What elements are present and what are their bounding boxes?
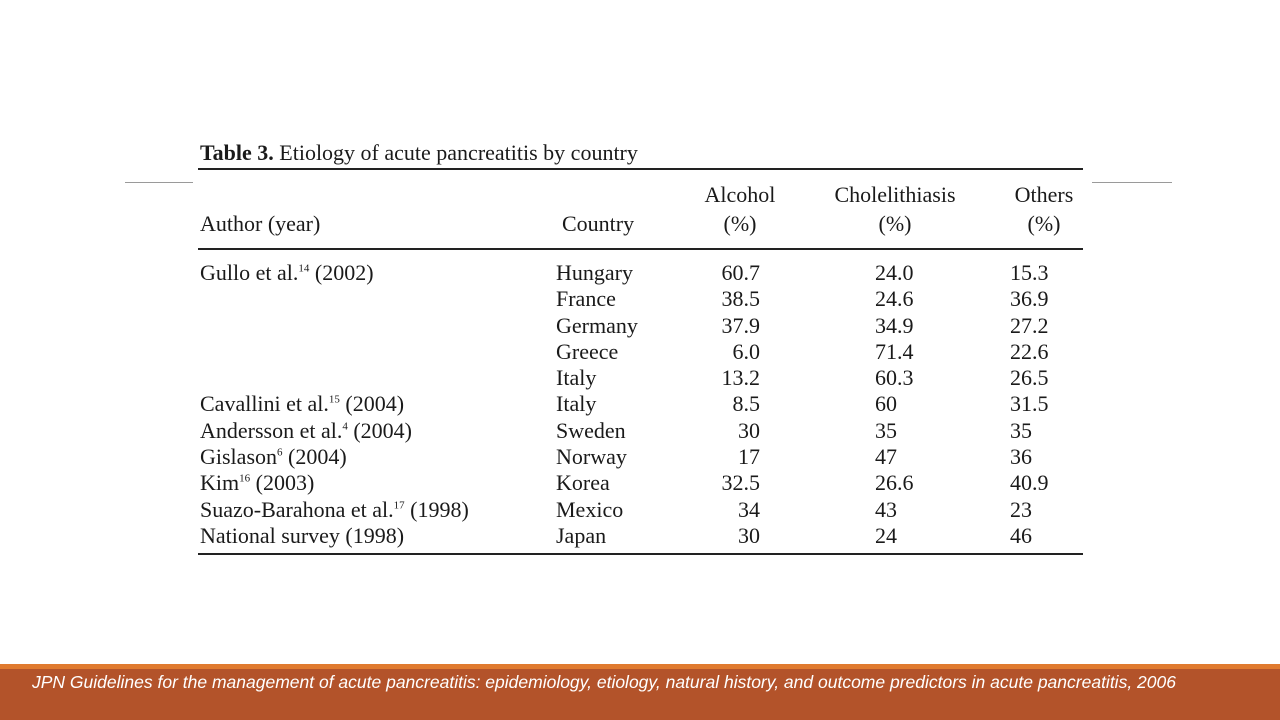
table-row: National survey (1998) Japan 30 24 46 <box>198 523 1083 549</box>
cell-alcohol: 60.7 <box>721 260 761 285</box>
table-row: Cavallini et al.15 (2004) Italy 8.5 60 3… <box>198 391 1083 417</box>
cell-country: Korea <box>556 470 610 496</box>
table-rule-top <box>198 168 1083 170</box>
header-others-line2: (%) <box>1027 211 1061 236</box>
cell-cholelithiasis: 35 <box>875 417 897 443</box>
table-row: Gullo et al.14 (2002) Hungary 60.7 24.0 … <box>198 260 1083 286</box>
cell-others: 35 <box>1010 417 1032 443</box>
table-body: Gullo et al.14 (2002) Hungary 60.7 24.0 … <box>198 250 1083 549</box>
cell-others: 31.5 <box>1010 391 1049 417</box>
cell-country: Sweden <box>556 417 626 443</box>
cell-cholelithiasis: 60 <box>875 391 897 417</box>
cell-author: Cavallini et al.15 (2004) <box>200 391 405 417</box>
cell-cholelithiasis: 24.0 <box>875 260 914 285</box>
footer-bar <box>0 664 1280 720</box>
cell-alcohol: 13.2 <box>721 365 761 391</box>
cell-country: Hungary <box>556 260 633 285</box>
cell-country: Greece <box>556 338 619 364</box>
cell-cholelithiasis: 34.9 <box>875 312 914 338</box>
table-row: Germany 37.9 34.9 27.2 <box>198 313 1083 339</box>
etiology-table: Table 3. Etiology of acute pancreatitis … <box>198 138 1083 556</box>
cell-cholelithiasis: 24 <box>875 522 897 548</box>
table-row: Italy 13.2 60.3 26.5 <box>198 365 1083 391</box>
cell-alcohol: 17 <box>738 444 760 470</box>
table-row: Kim16 (2003) Korea 32.5 26.6 40.9 <box>198 470 1083 496</box>
table-row: Suazo-Barahona et al.17 (1998) Mexico 34… <box>198 497 1083 523</box>
cell-alcohol: 30 <box>738 417 760 443</box>
cell-others: 15.3 <box>1010 260 1049 285</box>
cell-author: Gullo et al.14 (2002) <box>200 260 374 285</box>
table-row: France 38.5 24.6 36.9 <box>198 286 1083 312</box>
cell-author: National survey (1998) <box>200 522 405 548</box>
cell-country: Japan <box>556 522 607 548</box>
cell-author: Suazo-Barahona et al.17 (1998) <box>200 496 469 522</box>
table-row: Andersson et al.4 (2004) Sweden 30 35 35 <box>198 418 1083 444</box>
table-row: Gislason6 (2004) Norway 17 47 36 <box>198 444 1083 470</box>
cell-alcohol: 8.5 <box>732 391 761 417</box>
cell-cholelithiasis: 71.4 <box>875 338 914 364</box>
cell-cholelithiasis: 24.6 <box>875 286 914 312</box>
table-rule-bottom <box>198 553 1083 556</box>
cell-alcohol: 37.9 <box>721 312 761 338</box>
cell-others: 22.6 <box>1010 338 1049 364</box>
cell-country: Mexico <box>556 496 624 522</box>
cell-cholelithiasis: 43 <box>875 496 897 522</box>
cell-cholelithiasis: 26.6 <box>875 470 914 496</box>
slide-divider-right <box>1092 182 1172 183</box>
header-author: Author (year) <box>200 211 321 236</box>
header-cholelithiasis: Cholelithiasis (%) <box>815 180 975 238</box>
cell-country: Norway <box>556 444 627 470</box>
header-chol-line1: Cholelithiasis <box>834 182 956 207</box>
table-rule-header <box>198 248 1083 250</box>
table-row: Greece 6.0 71.4 22.6 <box>198 339 1083 365</box>
header-others: Others (%) <box>1001 180 1087 238</box>
footer-citation: JPN Guidelines for the management of acu… <box>32 672 1176 692</box>
cell-others: 46 <box>1010 522 1032 548</box>
header-others-line1: Others <box>1014 182 1074 207</box>
cell-others: 36.9 <box>1010 286 1049 312</box>
table-caption-label: Table 3. <box>200 140 274 165</box>
cell-country: France <box>556 286 616 312</box>
cell-others: 36 <box>1010 444 1032 470</box>
slide-divider-left <box>125 182 193 183</box>
cell-alcohol: 32.5 <box>721 470 761 496</box>
cell-others: 40.9 <box>1010 470 1049 496</box>
cell-others: 23 <box>1010 496 1032 522</box>
table-header: Author (year) Country Alcohol (%) Cholel… <box>198 170 1083 246</box>
header-alcohol: Alcohol (%) <box>690 180 790 238</box>
cell-others: 27.2 <box>1010 312 1049 338</box>
cell-alcohol: 38.5 <box>721 286 761 312</box>
table-caption: Table 3. Etiology of acute pancreatitis … <box>198 138 1083 168</box>
cell-country: Germany <box>556 312 638 338</box>
table-caption-text: Etiology of acute pancreatitis by countr… <box>279 140 638 165</box>
cell-cholelithiasis: 47 <box>875 444 897 470</box>
cell-author: Andersson et al.4 (2004) <box>200 417 413 443</box>
header-chol-line2: (%) <box>878 211 912 236</box>
cell-cholelithiasis: 60.3 <box>875 365 914 391</box>
cell-author: Kim16 (2003) <box>200 470 315 496</box>
cell-alcohol: 34 <box>738 496 760 522</box>
cell-country: Italy <box>556 365 597 391</box>
cell-alcohol: 6.0 <box>732 338 761 364</box>
header-country: Country <box>562 211 635 236</box>
footer-accent-line <box>0 664 1280 669</box>
header-alcohol-line1: Alcohol <box>704 182 776 207</box>
header-alcohol-line2: (%) <box>723 211 757 236</box>
cell-others: 26.5 <box>1010 365 1049 391</box>
cell-author: Gislason6 (2004) <box>200 444 347 470</box>
cell-alcohol: 30 <box>738 522 760 548</box>
cell-country: Italy <box>556 391 597 417</box>
